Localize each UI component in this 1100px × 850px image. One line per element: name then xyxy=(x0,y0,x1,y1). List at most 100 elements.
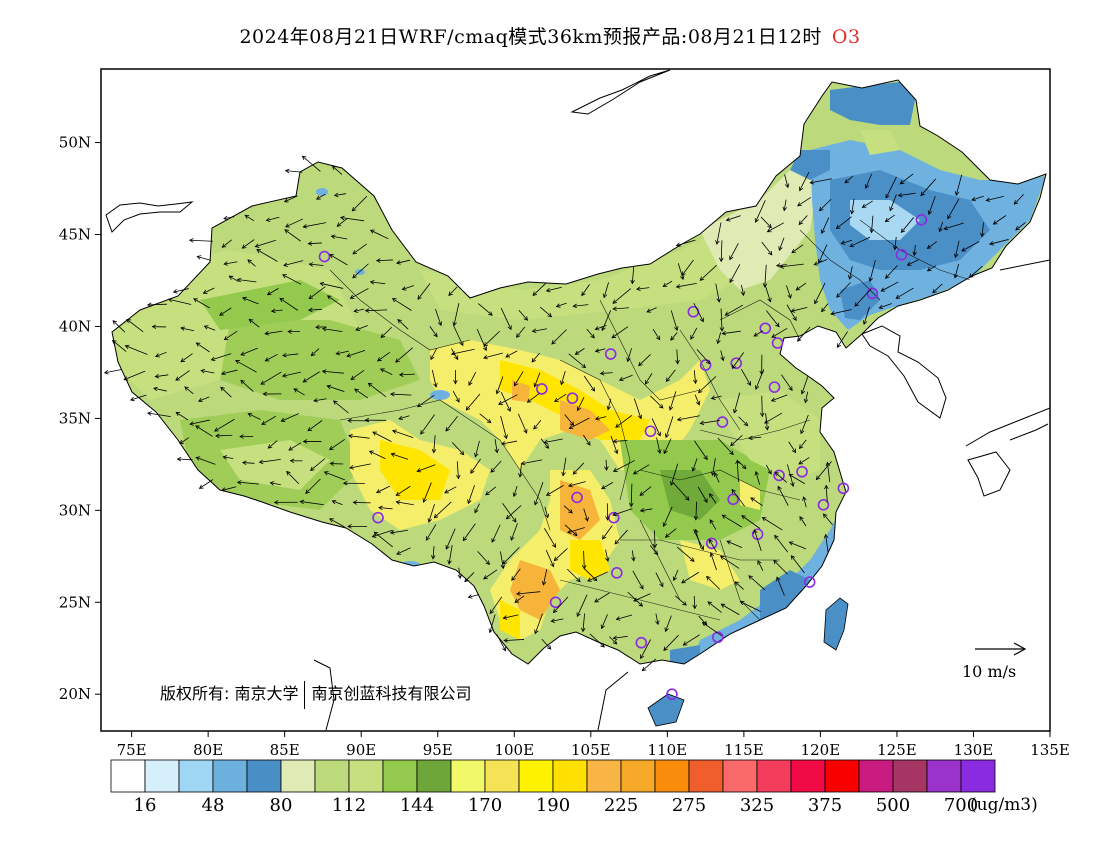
wind-arrow xyxy=(795,282,807,291)
wind-arrow xyxy=(632,570,644,590)
wind-arrow xyxy=(176,456,193,462)
lon-tick-label: 95E xyxy=(423,741,453,759)
wind-arrow xyxy=(301,155,321,172)
wind-arrow xyxy=(112,320,126,333)
station-marker xyxy=(768,381,781,393)
station-marker xyxy=(803,576,816,588)
wind-arrow xyxy=(254,239,276,248)
wind-arrow xyxy=(655,572,664,588)
wind-arrow xyxy=(288,442,302,451)
wind-arrow xyxy=(943,222,964,231)
lon-tick-label: 130E xyxy=(954,741,994,759)
wind-arrow xyxy=(980,222,985,238)
wind-arrow xyxy=(985,195,1004,202)
wind-arrow xyxy=(612,508,633,517)
wind-arrow xyxy=(373,531,393,548)
wind-arrow xyxy=(448,286,458,296)
wind-arrow xyxy=(636,286,650,291)
wind-arrow xyxy=(541,569,548,586)
colorbar-swatch xyxy=(348,759,384,793)
wind-arrow xyxy=(766,310,780,328)
wind-arrow xyxy=(796,326,811,342)
wind-arrow xyxy=(193,298,210,309)
wind-arrow xyxy=(599,371,613,376)
wind-arrow xyxy=(576,397,585,412)
wind-arrow xyxy=(316,193,326,200)
wind-arrow xyxy=(605,549,610,562)
wind-arrow xyxy=(349,463,371,470)
wind-arrow xyxy=(800,376,809,395)
wind-arrow xyxy=(641,658,657,672)
station-marker xyxy=(549,596,562,609)
wind-arrow xyxy=(615,414,633,428)
wind-arrow xyxy=(398,415,410,421)
wind-arrow xyxy=(798,215,808,226)
wind-arrow xyxy=(273,500,298,505)
wind-arrow xyxy=(247,259,256,267)
wind-arrow xyxy=(971,195,984,202)
wind-arrow xyxy=(605,503,610,521)
wind-arrow xyxy=(270,308,283,314)
wind-arrow xyxy=(282,352,299,358)
lon-tick-label: 85E xyxy=(270,741,300,759)
wind-arrow xyxy=(581,284,590,297)
wind-arrow xyxy=(369,280,386,285)
wind-arrow xyxy=(572,303,589,309)
station-marker xyxy=(536,383,548,395)
wind-arrow xyxy=(352,500,371,505)
wind-arrow xyxy=(189,419,210,426)
wind-arrow xyxy=(155,351,167,358)
wind-arrow xyxy=(302,439,322,444)
wind-arrow xyxy=(926,241,938,249)
wind-arrow xyxy=(732,392,741,414)
wind-arrow xyxy=(739,601,761,612)
wind-arrow xyxy=(840,239,853,245)
wind-arrow xyxy=(123,370,146,381)
wind-arrow xyxy=(467,485,475,505)
hainan-island xyxy=(647,693,685,727)
wind-arrow xyxy=(761,241,773,256)
wind-arrow xyxy=(283,260,304,267)
wind-arrow xyxy=(813,259,828,266)
wind-arrow xyxy=(328,438,346,451)
wind-arrow xyxy=(330,234,348,240)
wind-arrow xyxy=(701,622,722,637)
wind-arrow xyxy=(630,266,635,285)
wind-arrow xyxy=(612,460,635,472)
wind-arrow xyxy=(764,412,783,424)
province-boundaries xyxy=(329,219,971,621)
wind-arrow xyxy=(682,634,700,646)
wind-arrow xyxy=(305,478,321,494)
wind-arrow xyxy=(380,326,393,339)
wind-arrow xyxy=(568,481,586,488)
wind-arrow xyxy=(821,303,829,313)
wind-arrow xyxy=(788,441,797,454)
wind-arrow xyxy=(512,485,518,498)
wind-arrow xyxy=(709,493,717,504)
wind-arrow xyxy=(721,330,741,336)
wind-arrow xyxy=(195,342,210,353)
wind-arrow xyxy=(665,369,676,383)
wind-arrow xyxy=(351,196,368,212)
wind-arrow xyxy=(878,303,892,309)
colorbar-swatch xyxy=(654,759,690,793)
colorbar-tick-label: 500 xyxy=(875,795,911,816)
wind-arrow xyxy=(126,318,144,333)
wind-arrow xyxy=(889,194,897,212)
wind-arrow xyxy=(676,415,700,422)
wind-arrow xyxy=(555,302,567,308)
wind-reference-arrow xyxy=(975,642,1027,656)
wind-arrow xyxy=(610,435,619,455)
wind-arrow xyxy=(583,508,589,522)
wind-arrow xyxy=(741,515,761,529)
wind-arrow xyxy=(395,500,414,506)
wind-arrow xyxy=(375,485,391,494)
wind-arrow xyxy=(331,165,343,175)
wind-arrow xyxy=(483,330,500,347)
wind-arrow xyxy=(175,411,189,421)
wind-arrow xyxy=(646,307,657,313)
wind-arrow xyxy=(129,394,147,402)
wind-arrow xyxy=(478,303,493,316)
wind-arrow xyxy=(285,218,304,228)
wind-arrow xyxy=(223,330,238,341)
